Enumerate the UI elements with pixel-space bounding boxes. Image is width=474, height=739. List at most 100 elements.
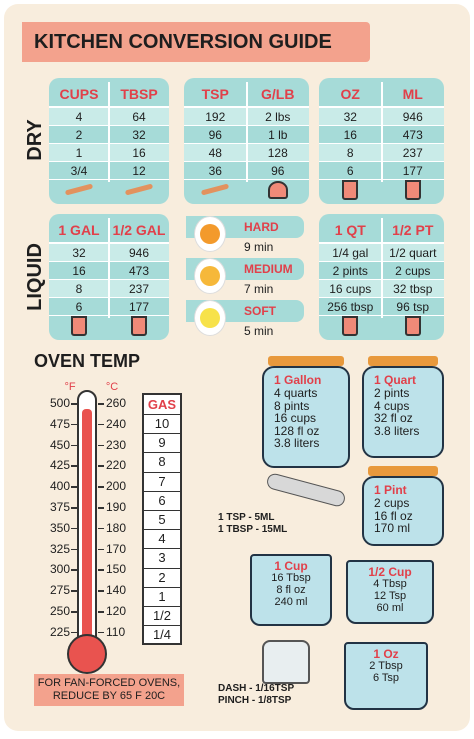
beaker-icon — [342, 180, 359, 200]
table-cell: 32 — [132, 128, 146, 142]
celsius-label: 190 — [106, 500, 127, 514]
tick — [71, 486, 77, 488]
jar-line: 170 ml — [374, 521, 411, 535]
table-cell: 64 — [132, 110, 146, 124]
table-header: TSP — [201, 86, 229, 102]
jar-line: 8 pints — [274, 398, 310, 413]
gas-value: 8 — [158, 454, 166, 470]
jar-title: 1 Pint — [374, 483, 407, 497]
fahrenheit-label: 450 — [49, 437, 70, 452]
tick — [98, 423, 104, 426]
table-cell: 16 — [343, 128, 357, 142]
table-header: CUPS — [59, 86, 99, 102]
table-header: 1 GAL — [58, 222, 100, 238]
cup-line: 12 Tsp — [373, 590, 407, 602]
cup-line: 4 Tbsp — [373, 578, 407, 590]
table-cell: 1 lb — [268, 128, 288, 142]
spoon-text: 1 TSP - 5ML — [218, 512, 275, 523]
cup-line: 2 Tbsp — [369, 660, 403, 672]
jar-lid — [268, 356, 344, 366]
shaker-text: DASH - 1/16TSP — [218, 683, 295, 694]
table-cell: 1 — [75, 146, 83, 160]
jar-title: 1 Quart — [374, 373, 417, 387]
table-cell: 473 — [128, 264, 150, 278]
celsius-label: 170 — [106, 541, 127, 556]
jar-title: 1 Gallon — [274, 373, 322, 387]
table-cell: 1/4 gal — [332, 246, 369, 260]
jar-line: 4 cups — [374, 398, 410, 413]
table-cell: 2 — [75, 128, 83, 142]
egg-label: HARD — [244, 220, 279, 234]
egg-time: 9 min — [244, 240, 274, 254]
beaker-icon — [404, 316, 421, 336]
table-cell: 3/4 — [70, 164, 88, 178]
cup-title: 1/2 Cup — [368, 565, 412, 579]
jar-line: 4 quarts — [274, 386, 318, 400]
cup-line: 60 ml — [376, 602, 404, 614]
cup-body — [346, 560, 434, 624]
tick — [98, 569, 104, 571]
tick — [71, 507, 77, 509]
spoon-text: 1 TBSP - 15ML — [218, 524, 288, 535]
section-label: LIQUID — [24, 243, 46, 311]
section-label: DRY — [24, 119, 46, 161]
table-cell: 946 — [128, 246, 150, 260]
table-cell: 2 lbs — [265, 110, 291, 124]
celsius-label: 260 — [106, 396, 127, 410]
gas-value: 7 — [158, 473, 166, 489]
jar-body — [362, 366, 444, 458]
unit-label: °F — [64, 381, 76, 393]
beaker-icon — [71, 316, 87, 336]
tick — [98, 403, 104, 405]
table-cell: 946 — [402, 110, 423, 124]
egg-time: 7 min — [244, 282, 274, 296]
table-cell: 96 tsp — [396, 300, 430, 314]
cup-line: 8 fl oz — [276, 584, 306, 596]
table-cell: 473 — [402, 128, 423, 142]
celsius-label: 200 — [106, 479, 127, 494]
gas-value: 10 — [154, 416, 170, 431]
egg-label: SOFT — [244, 304, 276, 318]
egg-label: MEDIUM — [244, 262, 293, 276]
table-header: OZ — [340, 86, 360, 102]
table-cell: 4 — [75, 110, 83, 124]
table-cell: 32 — [72, 246, 86, 260]
gas-rule — [142, 567, 182, 569]
jar-line: 3.8 liters — [374, 423, 420, 438]
table-cell: 12 — [132, 164, 146, 178]
table-cell: 8 — [346, 146, 354, 160]
table-header: 1/2 GAL — [112, 222, 166, 238]
fahrenheit-label: 375 — [49, 500, 70, 514]
jar-line: 16 cups — [274, 411, 317, 425]
gas-rule — [142, 414, 182, 415]
fahrenheit-label: 475 — [49, 416, 70, 431]
jar-line: 16 fl oz — [374, 508, 413, 523]
fahrenheit-label: 275 — [49, 583, 70, 598]
table-cell: 48 — [208, 146, 222, 160]
jar-line: 32 fl oz — [374, 411, 413, 425]
tick — [71, 403, 77, 405]
beaker-icon — [131, 316, 147, 336]
cup-line: 6 Tsp — [372, 672, 400, 684]
measuring-spoons — [265, 471, 347, 509]
tick — [98, 465, 104, 467]
column-divider — [380, 218, 383, 318]
celsius-label: 240 — [106, 416, 127, 431]
gas-rule — [142, 510, 182, 511]
table-cell: 177 — [402, 164, 423, 178]
column-divider — [108, 82, 110, 182]
fahrenheit-label: 400 — [49, 479, 70, 494]
celsius-label: 220 — [106, 458, 127, 473]
table-cell: 36 — [208, 164, 222, 178]
table-cell: 237 — [402, 146, 423, 160]
table-cell: 32 — [343, 110, 357, 124]
beaker-icon — [342, 316, 359, 336]
gas-value: 1 — [158, 588, 166, 604]
gas-rule — [142, 490, 182, 492]
shaker-text: PINCH - 1/8TSP — [218, 695, 292, 706]
cup-body — [344, 642, 428, 710]
thermo-fill — [82, 409, 92, 649]
gas-header: GAS — [147, 397, 177, 412]
table-cell: 1/2 quart — [389, 246, 437, 260]
table-cell: 8 — [75, 282, 83, 296]
